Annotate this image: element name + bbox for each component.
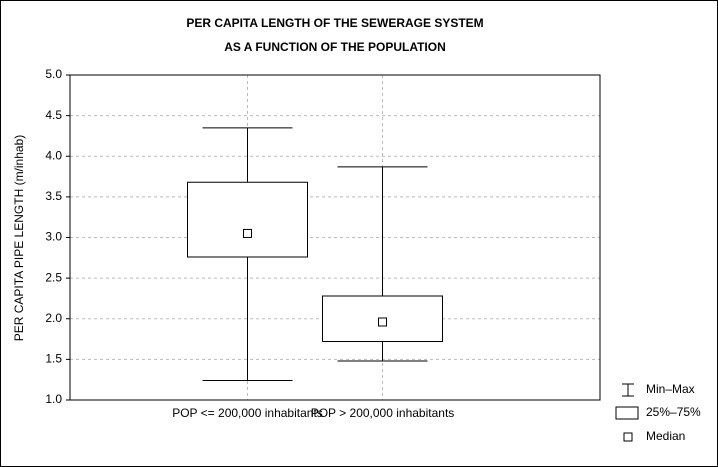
y-tick-label: 2.0 <box>45 311 62 325</box>
box <box>187 181 308 258</box>
y-tick-label: 1.0 <box>45 392 62 406</box>
y-tick-label: 4.5 <box>45 108 62 122</box>
legend-label: 25%–75% <box>646 405 701 419</box>
median <box>243 228 252 238</box>
legend-icon <box>623 432 633 442</box>
legend-label: Min–Max <box>646 382 695 396</box>
x-tick-label: POP > 200,000 inhabitants <box>311 406 455 420</box>
plot-frame <box>69 74 601 401</box>
y-tick-label: 1.5 <box>45 352 62 366</box>
y-tick-label: 2.5 <box>45 270 62 284</box>
y-axis-label: PER CAPITA PIPE LENGTH (m/inhab) <box>12 135 26 342</box>
y-tick-label: 4.0 <box>45 148 62 162</box>
x-tick-label: POP <= 200,000 inhabitants <box>172 406 323 420</box>
y-tick-label: 3.5 <box>45 189 62 203</box>
legend-label: Median <box>646 429 685 443</box>
chart-title: AS A FUNCTION OF THE POPULATION <box>224 40 446 54</box>
chart-title: PER CAPITA LENGTH OF THE SEWERAGE SYSTEM <box>186 16 483 30</box>
median <box>378 317 387 327</box>
legend-icon <box>615 406 639 420</box>
y-tick-label: 5.0 <box>45 67 62 81</box>
y-tick-label: 3.0 <box>45 230 62 244</box>
